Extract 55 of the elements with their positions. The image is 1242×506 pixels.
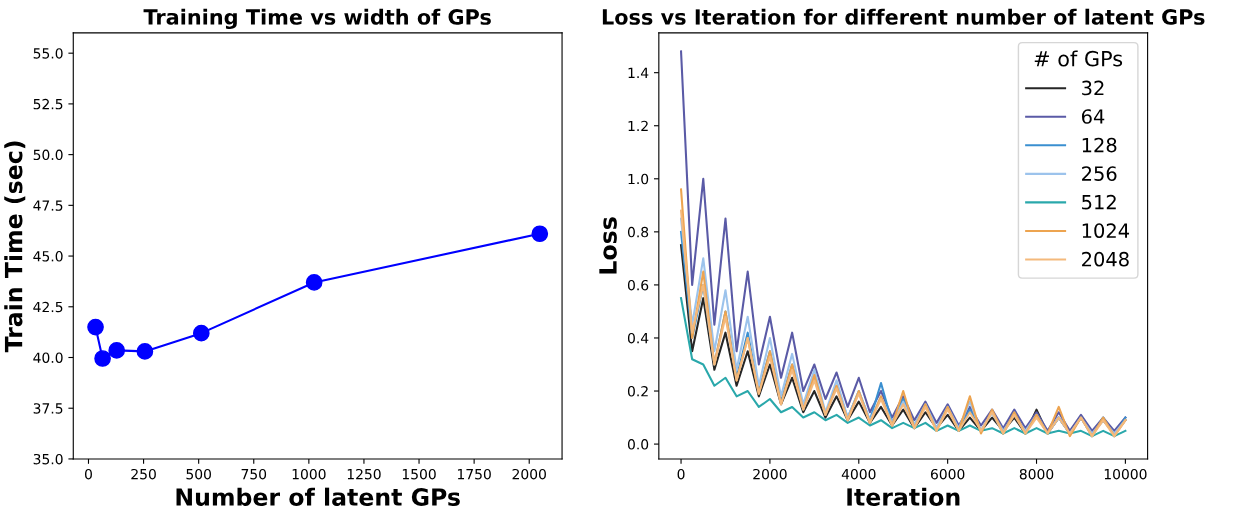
legend-label: 512 bbox=[1082, 194, 1116, 210]
y-tick-label: 42.5 bbox=[33, 301, 63, 313]
legend-label: 2048 bbox=[1082, 251, 1129, 267]
point bbox=[192, 324, 210, 342]
y-tick-label: 55.0 bbox=[33, 48, 63, 59]
point bbox=[305, 274, 323, 291]
x-tick-label: 1500 bbox=[402, 468, 436, 480]
y-tick-label: 50.0 bbox=[33, 149, 63, 161]
y-tick-label: 35.0 bbox=[33, 453, 63, 465]
y-tick-label: 0.4 bbox=[627, 332, 649, 344]
y-tick-label: 0.2 bbox=[627, 386, 648, 397]
legend-title: # of GPs bbox=[1034, 50, 1123, 67]
y-tick-label: 1.0 bbox=[628, 173, 649, 185]
y-tick-label: 1.2 bbox=[628, 120, 648, 132]
y-tick-label: 1.4 bbox=[628, 67, 649, 78]
x-tick-label: 0 bbox=[84, 468, 92, 480]
x-tick-label: 1000 bbox=[292, 468, 326, 480]
y-axis-title: Train Time (sec) bbox=[4, 141, 26, 353]
line-series bbox=[680, 297, 1127, 438]
legend-label: 1024 bbox=[1082, 223, 1130, 239]
point bbox=[94, 350, 111, 367]
x-tick-label: 8000 bbox=[1019, 468, 1054, 480]
point bbox=[108, 342, 126, 359]
x-tick-label: 500 bbox=[186, 468, 211, 480]
x-tick-label: 1750 bbox=[457, 468, 491, 480]
y-tick-label: 0.6 bbox=[627, 279, 649, 291]
y-axis-title: Loss bbox=[599, 217, 617, 274]
chart-title: Training Time vs width of GPs bbox=[143, 8, 491, 30]
y-tick-label: 52.5 bbox=[33, 98, 63, 110]
y-tick-label: 0.8 bbox=[627, 226, 649, 238]
y-tick-label: 40.0 bbox=[33, 352, 63, 363]
x-tick-label: 0 bbox=[677, 468, 685, 480]
x-tick-label: 6000 bbox=[930, 468, 965, 480]
legend-label: 32 bbox=[1082, 80, 1104, 96]
point bbox=[531, 225, 549, 243]
legend-label: 64 bbox=[1081, 109, 1105, 124]
legend-label: 128 bbox=[1082, 137, 1117, 153]
x-tick-label: 2000 bbox=[512, 468, 546, 480]
y-tick-label: 45.0 bbox=[33, 251, 63, 262]
point bbox=[136, 343, 154, 360]
x-tick-label: 10000 bbox=[1104, 468, 1147, 480]
y-tick-label: 47.5 bbox=[33, 200, 63, 211]
x-tick-label: 750 bbox=[241, 468, 267, 480]
x-axis-title: Iteration bbox=[847, 487, 960, 506]
x-tick-label: 1250 bbox=[347, 468, 381, 480]
point bbox=[87, 318, 104, 336]
y-tick-label: 0.0 bbox=[627, 439, 649, 450]
legend-label: 256 bbox=[1082, 166, 1117, 181]
line-series bbox=[680, 50, 1127, 432]
chart-title: Loss vs Iteration for different number of latent GPs bbox=[602, 8, 1205, 25]
y-tick-label: 37.5 bbox=[33, 403, 63, 414]
x-tick-label: 4000 bbox=[841, 468, 876, 480]
x-tick-label: 2000 bbox=[753, 468, 787, 480]
x-axis-title: Number of latent GPs bbox=[176, 487, 460, 506]
x-tick-label: 250 bbox=[131, 468, 156, 480]
